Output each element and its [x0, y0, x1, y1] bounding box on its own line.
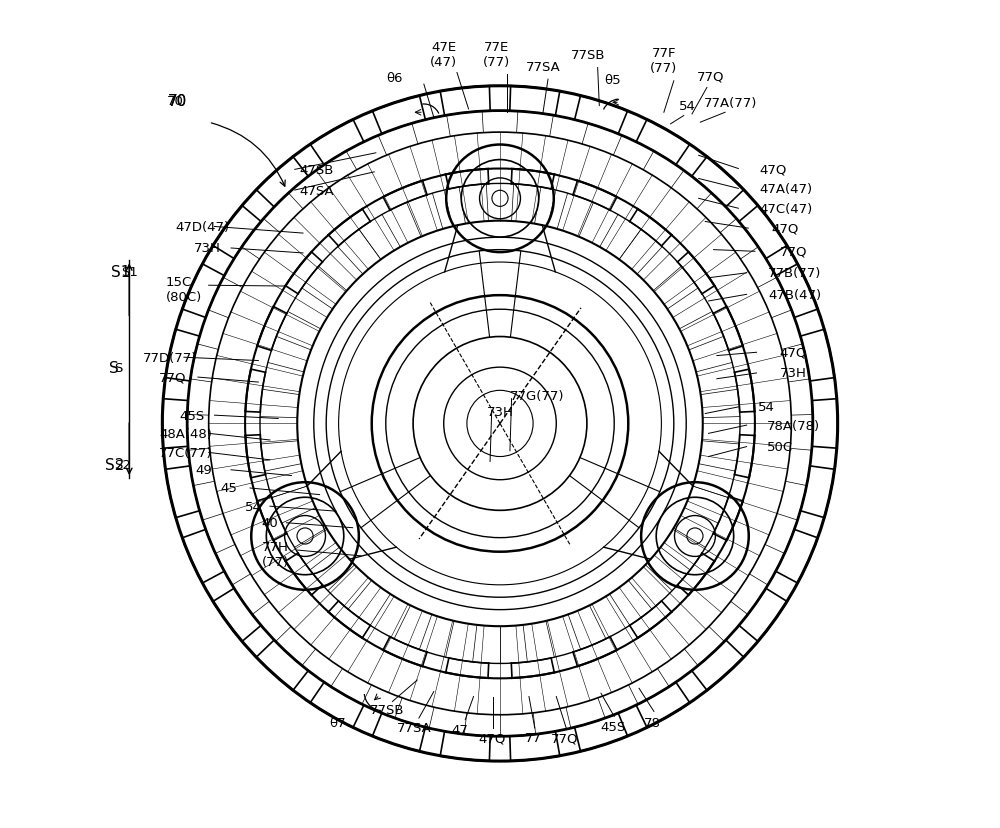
- Text: 70: 70: [167, 94, 187, 109]
- Text: 45: 45: [220, 482, 237, 495]
- Text: 48A(48): 48A(48): [159, 427, 212, 440]
- Text: 77Q: 77Q: [159, 371, 187, 384]
- Text: θ5: θ5: [604, 74, 621, 87]
- Text: 78A(78): 78A(78): [766, 419, 820, 432]
- Text: 77SA: 77SA: [526, 60, 560, 74]
- Text: 47A(47): 47A(47): [760, 183, 813, 195]
- Text: 49: 49: [195, 464, 212, 477]
- Text: 70: 70: [167, 95, 184, 108]
- Text: 54: 54: [758, 401, 775, 414]
- Text: 78: 78: [644, 715, 661, 729]
- Text: 47C(47): 47C(47): [760, 203, 813, 215]
- Text: 77F
(77): 77F (77): [650, 47, 677, 75]
- Text: θ7: θ7: [329, 716, 346, 729]
- Text: 77Q: 77Q: [551, 731, 578, 744]
- Text: 77SB: 77SB: [571, 49, 606, 62]
- Text: 70: 70: [167, 94, 187, 109]
- Text: 77Q: 77Q: [696, 70, 724, 84]
- Text: 77D(77): 77D(77): [142, 351, 197, 364]
- Text: 77SA: 77SA: [397, 721, 431, 734]
- Text: θ6: θ6: [386, 72, 402, 85]
- Text: S1: S1: [111, 264, 131, 279]
- Text: 47SA: 47SA: [300, 185, 334, 197]
- Text: 47Q: 47Q: [760, 163, 787, 176]
- Text: 47Q: 47Q: [771, 223, 799, 235]
- Text: S: S: [114, 362, 123, 375]
- Text: 77C(77): 77C(77): [159, 446, 213, 460]
- Text: 47: 47: [452, 723, 469, 736]
- Text: 47Q: 47Q: [780, 346, 807, 359]
- Text: 77H
(77): 77H (77): [262, 541, 289, 569]
- Text: 73H: 73H: [487, 406, 514, 419]
- Text: 47SB: 47SB: [300, 164, 334, 176]
- Text: 73H: 73H: [780, 367, 807, 380]
- Text: 47D(47): 47D(47): [176, 221, 230, 233]
- Text: 77E
(77): 77E (77): [483, 41, 510, 69]
- Text: 50C: 50C: [766, 440, 793, 454]
- Text: 77Q: 77Q: [780, 245, 807, 258]
- Text: 77B(77): 77B(77): [768, 267, 822, 280]
- Text: S1: S1: [121, 265, 138, 278]
- Text: 45S: 45S: [179, 409, 204, 422]
- Text: 73H: 73H: [194, 242, 221, 255]
- Text: S2: S2: [114, 459, 131, 472]
- Text: 47E
(47): 47E (47): [430, 41, 457, 69]
- Text: 47B(47): 47B(47): [768, 288, 821, 301]
- Text: 77SB: 77SB: [370, 703, 405, 716]
- Text: 54: 54: [679, 100, 695, 113]
- Text: 40: 40: [262, 517, 278, 530]
- Text: 77G(77): 77G(77): [510, 389, 564, 402]
- Text: S: S: [109, 361, 119, 376]
- Text: S2: S2: [105, 458, 124, 473]
- Text: 77: 77: [525, 731, 542, 744]
- Text: 15C
(80C): 15C (80C): [166, 276, 202, 304]
- Text: 47Q: 47Q: [478, 731, 505, 744]
- Text: 45S: 45S: [600, 720, 625, 733]
- Text: 77A(77): 77A(77): [703, 97, 757, 110]
- Text: 54: 54: [245, 500, 262, 513]
